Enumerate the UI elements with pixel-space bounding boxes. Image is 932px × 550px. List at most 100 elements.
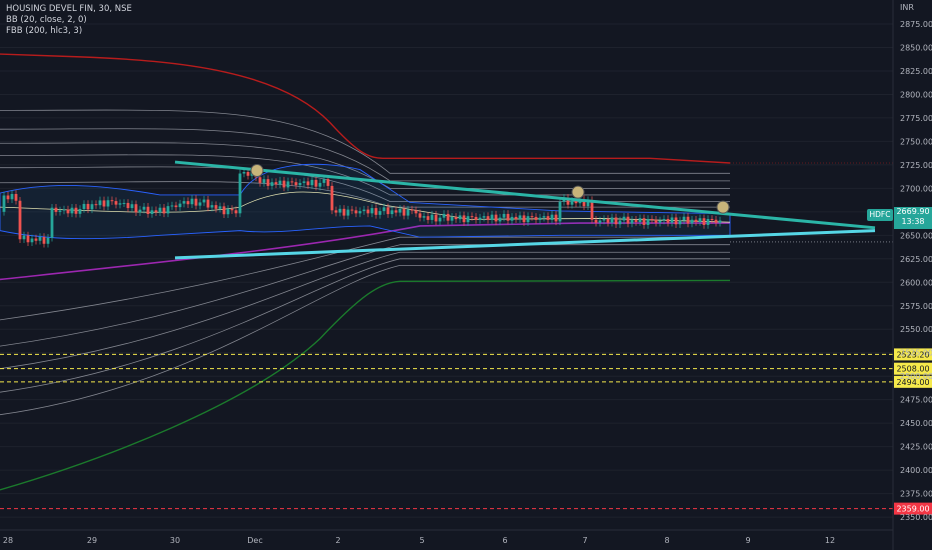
trendlines[interactable] <box>174 160 876 260</box>
candle-body <box>334 210 338 213</box>
candle-body <box>438 217 442 222</box>
candle-body <box>470 216 474 218</box>
candle-body <box>290 181 294 183</box>
candle-body <box>326 179 330 186</box>
candle-body <box>58 210 62 212</box>
candle-body <box>62 209 66 211</box>
x-tick-label: Dec <box>247 536 262 545</box>
candle-body <box>30 238 34 243</box>
candle-body <box>162 207 166 214</box>
candle-body <box>114 201 118 205</box>
candle-body <box>330 185 334 211</box>
candle-body <box>70 207 74 214</box>
fbb-basis-line <box>0 222 730 281</box>
candle-body <box>354 210 358 214</box>
candle-body <box>462 215 466 223</box>
y-tick-label: 2825.00 <box>900 67 932 76</box>
symbol-title[interactable]: HOUSING DEVEL FIN, 30, NSE <box>6 4 132 14</box>
candle-body <box>238 173 242 214</box>
candle-body <box>174 205 178 208</box>
candle-body <box>202 199 206 203</box>
candle-body <box>398 208 402 213</box>
candle-body <box>630 219 634 224</box>
candle-body <box>2 195 6 212</box>
candle-body <box>10 193 14 200</box>
candle-body <box>430 214 434 220</box>
candle-body <box>698 218 702 222</box>
candle-body <box>574 200 578 204</box>
fib-upper-band <box>0 128 730 182</box>
candle-body <box>622 216 626 221</box>
candle-body <box>674 217 678 225</box>
candle-body <box>198 202 202 206</box>
y-tick-label: 2600.00 <box>900 278 932 287</box>
x-tick-label: 29 <box>87 536 97 545</box>
candle-body <box>582 199 586 207</box>
fib-lower-band <box>0 244 730 347</box>
x-tick-label: 7 <box>582 536 587 545</box>
x-tick-label: 12 <box>825 536 835 545</box>
y-tick-label: 2575.00 <box>900 302 932 311</box>
candle-body <box>346 209 350 216</box>
candle-body <box>218 206 222 209</box>
candle-body <box>522 215 526 223</box>
x-tick-label: 9 <box>745 536 750 545</box>
fbb-indicator-label[interactable]: FBB (200, hlc3, 3) <box>6 26 83 36</box>
candlesticks <box>2 166 722 248</box>
level-price-label: 2494.00 <box>896 378 929 387</box>
horizontal-levels[interactable]: 2523.20 2508.00 2494.00 2359.00 <box>0 348 932 515</box>
candle-body <box>122 202 126 204</box>
time-axis[interactable]: 28 29 30 Dec 2 5 6 7 8 9 12 <box>0 529 893 545</box>
price-axis[interactable]: 2875.00 2850.00 2825.00 2800.00 2775.00 2750.… <box>892 0 932 550</box>
candle-body <box>694 219 698 222</box>
bb-indicator-label[interactable]: BB (20, close, 2, 0) <box>6 15 87 25</box>
candle-body <box>594 219 598 223</box>
candle-body <box>638 218 642 222</box>
touch-point-marker <box>250 164 264 178</box>
candle-body <box>390 210 394 215</box>
candle-body <box>466 216 470 223</box>
candle-body <box>362 209 366 212</box>
candle-body <box>446 213 450 221</box>
y-tick-label: 2350.00 <box>900 513 932 522</box>
candle-body <box>226 209 230 215</box>
candle-body <box>510 216 514 221</box>
candle-body <box>178 203 182 208</box>
candle-body <box>714 219 718 223</box>
y-tick-label: 2775.00 <box>900 114 932 123</box>
candle-body <box>74 207 78 214</box>
candle-body <box>710 218 714 220</box>
candle-body <box>90 204 94 210</box>
candle-body <box>170 205 174 207</box>
candle-body <box>654 219 658 223</box>
candle-body <box>374 208 378 215</box>
candle-body <box>478 217 482 220</box>
candle-body <box>358 211 362 214</box>
candle-body <box>318 182 322 187</box>
y-tick-label: 2625.00 <box>900 255 932 264</box>
candle-body <box>50 207 54 238</box>
y-tick-label: 2800.00 <box>900 90 932 99</box>
chart-grid <box>0 23 893 518</box>
candle-body <box>46 237 50 244</box>
candle-body <box>210 205 214 208</box>
candle-body <box>386 207 390 215</box>
x-tick-label: 30 <box>170 536 180 545</box>
candle-body <box>182 201 186 204</box>
candle-body <box>394 210 398 213</box>
candle-body <box>426 216 430 220</box>
fib-upper-band <box>0 154 730 196</box>
candle-body <box>82 203 86 209</box>
y-tick-label: 2500.00 <box>900 372 932 381</box>
candle-body <box>450 216 454 221</box>
candle-body <box>146 206 150 215</box>
candle-body <box>158 207 162 213</box>
candle-body <box>402 208 406 216</box>
candle-body <box>626 216 630 224</box>
level-price-tag <box>894 348 932 361</box>
fib-lower-band <box>0 264 730 416</box>
candle-body <box>606 218 610 223</box>
x-tick-label: 5 <box>419 536 424 545</box>
candle-body <box>370 208 374 214</box>
